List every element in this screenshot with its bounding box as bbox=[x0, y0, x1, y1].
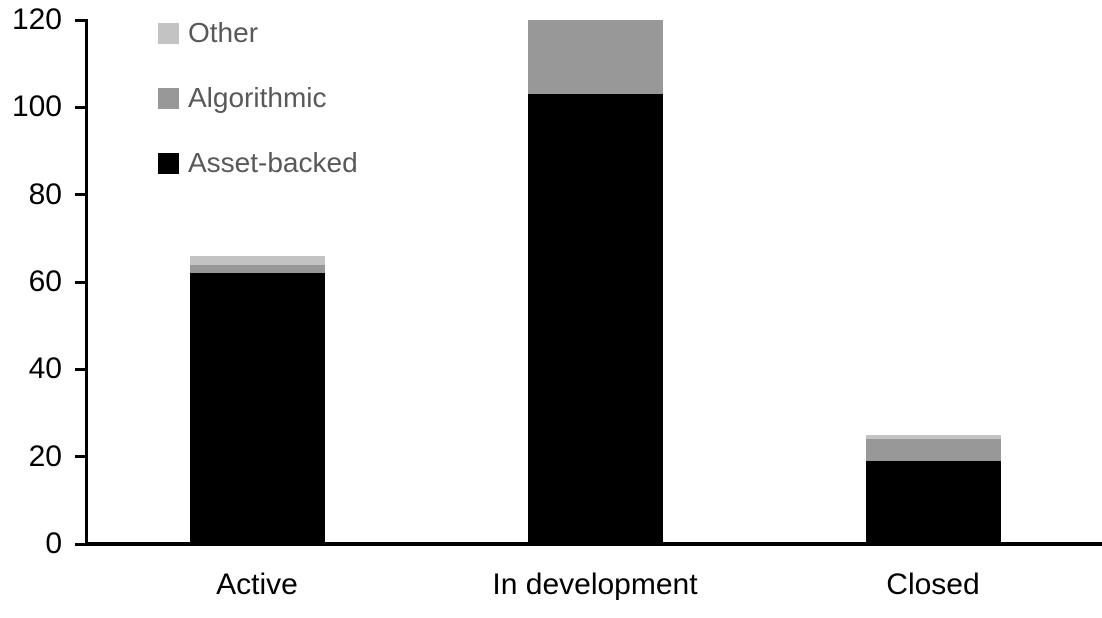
y-tick-mark bbox=[75, 105, 85, 109]
legend-label: Asset-backed bbox=[188, 147, 358, 178]
legend-label: Other bbox=[188, 17, 259, 48]
y-tick-label: 100 bbox=[11, 90, 62, 124]
bar-segment-asset-backed bbox=[527, 94, 663, 544]
y-tick-label: 80 bbox=[28, 177, 62, 211]
legend-swatch-icon bbox=[158, 87, 179, 109]
x-category-label: In development bbox=[492, 568, 698, 601]
legend-item-other: Other bbox=[158, 17, 259, 48]
y-tick-mark bbox=[75, 18, 85, 22]
bar-segment-other bbox=[189, 255, 325, 265]
y-tick-label: 120 bbox=[11, 3, 62, 36]
y-tick-mark bbox=[75, 367, 85, 371]
x-axis-line bbox=[85, 542, 1102, 546]
bar-segment-algorithmic bbox=[527, 20, 663, 95]
bar-segment-algorithmic bbox=[865, 439, 1001, 462]
y-tick-mark bbox=[75, 455, 85, 459]
bar-segment-other bbox=[865, 434, 1001, 440]
bar-segment-asset-backed bbox=[189, 273, 325, 544]
y-tick-mark bbox=[75, 280, 85, 284]
y-tick-label: 60 bbox=[28, 265, 62, 298]
legend-swatch-icon bbox=[158, 22, 179, 44]
y-tick-mark bbox=[75, 193, 85, 197]
bar-segment-algorithmic bbox=[189, 264, 325, 274]
x-category-label: Closed bbox=[886, 568, 980, 601]
y-tick-label: 20 bbox=[28, 439, 62, 473]
bar-segment-asset-backed bbox=[865, 461, 1001, 544]
y-axis-line bbox=[85, 19, 88, 544]
x-category-label: Active bbox=[216, 568, 298, 601]
legend-item-asset-backed: Asset-backed bbox=[158, 147, 358, 178]
legend-item-algorithmic: Algorithmic bbox=[158, 82, 327, 113]
y-tick-label: 40 bbox=[28, 352, 62, 386]
legend-label: Algorithmic bbox=[188, 82, 327, 113]
y-tick-label: 0 bbox=[45, 527, 62, 560]
legend-swatch-icon bbox=[158, 152, 179, 174]
y-tick-mark bbox=[75, 542, 85, 546]
